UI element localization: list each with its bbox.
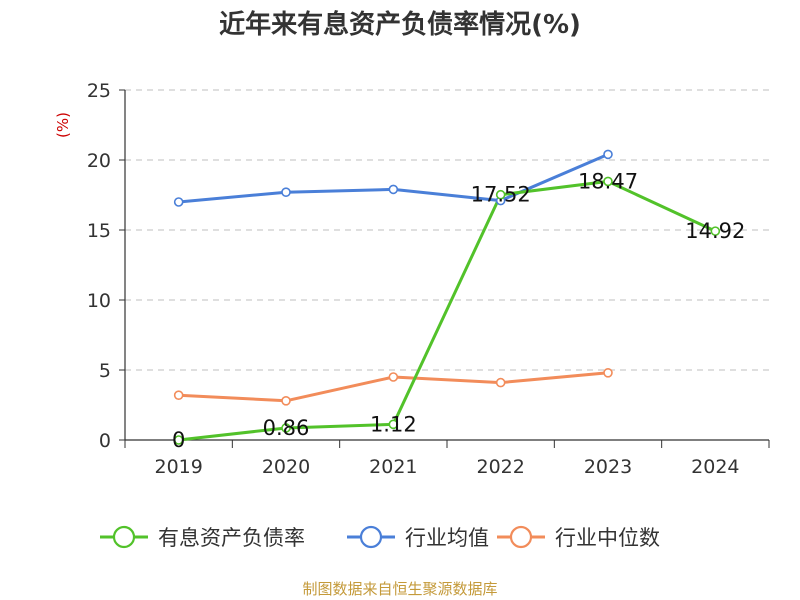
legend-marker (112, 525, 136, 549)
x-tick-label: 2023 (584, 456, 632, 478)
x-tick-label: 2020 (262, 456, 310, 478)
data-point[interactable] (603, 176, 613, 187)
data-point[interactable] (495, 377, 506, 388)
legend-item-1[interactable]: 行业均值 (347, 525, 489, 550)
data-label: 18.47 (578, 169, 638, 193)
data-point[interactable] (281, 187, 291, 197)
x-tick-label: 2022 (476, 456, 524, 478)
source-note: 制图数据来自恒生聚源数据库 (302, 580, 498, 598)
data-point[interactable] (173, 435, 184, 445)
legend-item-2[interactable]: 行业中位数 (497, 525, 660, 550)
legend: 有息资产负债率 行业均值 行业中位数 (100, 525, 660, 550)
data-label: 14.92 (685, 219, 745, 243)
y-tick-label: 25 (87, 80, 111, 102)
data-label: 17.52 (471, 183, 531, 207)
data-point[interactable] (495, 189, 506, 200)
data-labels: 0 0.86 1.12 17.52 18.47 14.92 (172, 169, 745, 452)
data-point[interactable] (388, 419, 399, 430)
legend-marker (509, 525, 533, 549)
y-axis-label: (%) (54, 112, 72, 138)
y-tick-label: 5 (99, 360, 111, 382)
data-point[interactable] (388, 372, 399, 382)
x-tick-label: 2021 (369, 456, 417, 478)
data-point[interactable] (603, 149, 613, 160)
grid-lines (125, 89, 769, 371)
legend-marker (359, 525, 383, 549)
legend-label: 有息资产负债率 (158, 526, 305, 550)
legend-item-0[interactable]: 有息资产负债率 (100, 525, 305, 550)
legend-label: 行业中位数 (555, 526, 660, 550)
data-label: 0.86 (263, 416, 310, 440)
y-tick-label: 15 (87, 220, 111, 242)
data-point[interactable] (388, 184, 399, 195)
data-point[interactable] (603, 367, 613, 378)
x-tick-label: 2024 (691, 456, 739, 478)
axes: 0 5 10 15 20 25 2019 2020 2021 2022 2023 2024 (87, 80, 770, 478)
data-point[interactable] (710, 226, 721, 236)
data-point[interactable] (281, 395, 291, 406)
series-lines (178, 153, 716, 442)
data-label: 0 (172, 428, 185, 452)
y-tick-label: 0 (99, 430, 111, 452)
chart-title: 近年来有息资产负债率情况(%) (219, 10, 581, 40)
data-point[interactable] (173, 197, 184, 207)
data-point[interactable] (173, 390, 184, 401)
y-tick-label: 10 (87, 290, 111, 312)
x-tick-label: 2019 (154, 456, 202, 478)
series-line-0 (178, 179, 716, 442)
data-point[interactable] (281, 423, 291, 433)
legend-label: 行业均值 (405, 526, 489, 550)
series-line-1 (178, 153, 609, 204)
y-tick-label: 20 (87, 150, 111, 172)
series-points (173, 149, 721, 445)
data-label: 1.12 (370, 412, 417, 436)
